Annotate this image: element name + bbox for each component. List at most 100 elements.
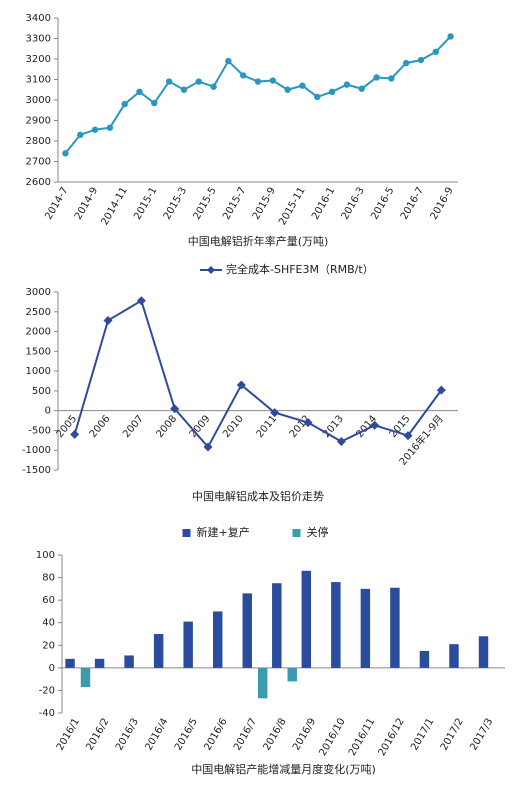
marker (299, 82, 306, 89)
bar (419, 650, 430, 668)
y-tick-label: 2600 (26, 177, 51, 188)
x-tick-label: 2016-5 (369, 186, 396, 222)
marker (336, 437, 346, 447)
bar (449, 644, 459, 668)
x-tick-label: 2016/3 (114, 717, 141, 753)
y-tick-label: 2900 (26, 116, 51, 127)
chart-title: 中国电解铝成本及铝价走势 (192, 489, 324, 503)
marker (314, 93, 321, 101)
legend-label: 完全成本-SHFE3M（RMB/t） (226, 262, 374, 276)
y-tick-label: 500 (32, 386, 51, 397)
x-tick-label: 2006 (88, 413, 113, 440)
marker (180, 86, 188, 93)
marker (436, 385, 446, 395)
y-tick-label: 1500 (26, 346, 51, 357)
series-line (64, 35, 452, 154)
legend-marker (207, 266, 215, 274)
x-tick-label: 2014-9 (73, 186, 100, 222)
y-tick-label: 3000 (26, 95, 51, 106)
marker (70, 429, 80, 439)
marker (91, 126, 99, 133)
chart-title: 中国电解铝产能增减量月度变化(万吨) (191, 762, 376, 776)
x-tick-label: 2016/2 (84, 717, 111, 753)
marker (254, 78, 262, 85)
y-tick-label: 2700 (26, 157, 51, 168)
bar (390, 587, 400, 668)
x-tick-label: 2017/1 (409, 717, 436, 753)
marker (77, 131, 84, 139)
x-tick-label: 2016/7 (232, 717, 259, 753)
marker (136, 296, 146, 306)
bar (153, 634, 164, 668)
x-tick-label: 2015-1 (132, 186, 159, 222)
marker (432, 48, 439, 56)
bar (242, 593, 252, 668)
x-tick-label: 2014-7 (43, 186, 70, 222)
marker (417, 56, 425, 64)
x-tick-label: 2016-1 (310, 186, 337, 222)
y-tick-label: 0 (45, 406, 51, 417)
legend-label: 新建+复产 (197, 525, 250, 539)
marker (106, 124, 114, 131)
bar (183, 621, 193, 668)
bar (478, 636, 489, 668)
x-tick-label: 2017/2 (439, 717, 466, 753)
marker (358, 85, 365, 92)
y-tick-label: 3000 (26, 287, 51, 298)
x-tick-label: 2016-3 (340, 186, 367, 222)
marker (284, 86, 291, 93)
series-line (73, 299, 443, 449)
legend-swatch (182, 529, 191, 537)
marker (343, 81, 351, 88)
y-tick-label: -1500 (22, 465, 51, 476)
x-tick-label: 2015-9 (251, 186, 278, 222)
marker (328, 88, 336, 96)
y-tick-label: 20 (42, 640, 55, 651)
x-tick-label: 2016/12 (377, 717, 407, 758)
marker (136, 88, 143, 96)
marker (239, 72, 247, 79)
x-tick-label: 2014-11 (99, 186, 129, 228)
y-tick-label: 3300 (26, 34, 51, 45)
legend-label: 关停 (307, 525, 329, 539)
x-tick-label: 2016/10 (317, 717, 347, 758)
bar (360, 588, 371, 668)
marker (121, 100, 128, 108)
marker (388, 75, 395, 82)
y-tick-label: 40 (42, 618, 55, 629)
x-tick-label: 2016/11 (347, 717, 377, 758)
y-tick-label: -40 (39, 708, 55, 719)
bar (124, 655, 134, 668)
marker (303, 418, 313, 428)
marker (210, 83, 217, 90)
y-tick-label: 60 (42, 595, 55, 606)
x-tick-label: 2015-3 (162, 186, 189, 222)
chart-title: 中国电解铝折年率产量(万吨) (188, 234, 329, 248)
bar (212, 611, 223, 668)
bar (65, 658, 75, 668)
x-tick-label: 2015-7 (221, 186, 248, 222)
y-tick-label: 1000 (26, 366, 51, 377)
bar (331, 582, 341, 668)
y-tick-label: -20 (39, 685, 55, 696)
y-tick-label: 2800 (26, 136, 51, 147)
marker (402, 59, 410, 67)
x-tick-label: 2016/6 (203, 717, 230, 753)
marker (170, 404, 180, 414)
marker (151, 99, 158, 107)
x-tick-label: 2017/3 (468, 717, 495, 753)
marker (236, 380, 246, 390)
x-tick-label: 2016/5 (173, 717, 200, 753)
marker (447, 33, 454, 40)
y-tick-label: 3200 (26, 54, 51, 65)
marker (62, 150, 69, 157)
marker (373, 74, 380, 81)
bar (272, 583, 282, 668)
marker (270, 408, 280, 418)
y-tick-label: 2500 (26, 307, 51, 318)
y-tick-label: 0 (49, 663, 55, 674)
y-tick-label: 3100 (26, 75, 51, 86)
y-tick-label: 100 (36, 550, 55, 561)
marker (370, 420, 380, 430)
x-tick-label: 2016/1 (55, 717, 82, 753)
